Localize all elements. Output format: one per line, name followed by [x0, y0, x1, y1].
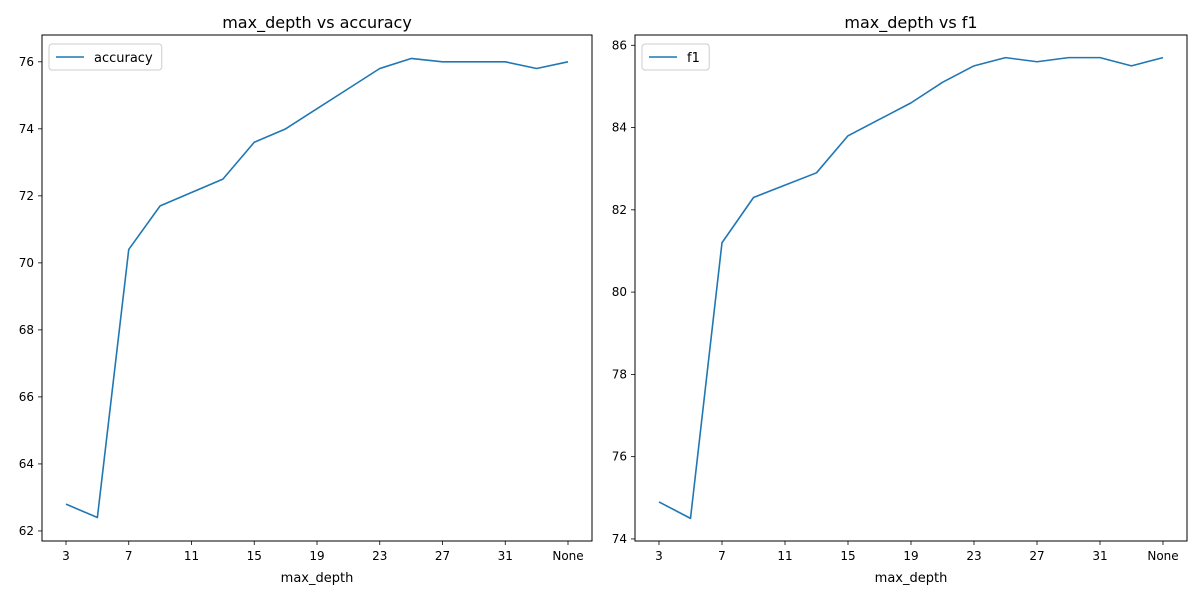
x-tick-label: 19 — [903, 549, 918, 563]
legend: f1 — [641, 43, 710, 71]
y-tick-label: 76 — [19, 55, 34, 69]
x-tick-label: 23 — [372, 549, 387, 563]
y-tick-label: 70 — [19, 256, 34, 270]
x-tick-label: 23 — [966, 549, 981, 563]
y-tick-label: 78 — [612, 367, 627, 381]
y-tick-label: 76 — [612, 450, 627, 464]
x-tick-label: 31 — [1092, 549, 1107, 563]
y-tick-label: 82 — [612, 203, 627, 217]
x-tick-label: 7 — [718, 549, 726, 563]
x-axis-label: max_depth — [875, 571, 948, 586]
chart-title: max_depth vs accuracy — [222, 13, 412, 33]
y-tick-label: 72 — [19, 189, 34, 203]
chart-title: max_depth vs f1 — [844, 13, 977, 33]
legend-label: accuracy — [94, 51, 153, 66]
x-tick-label: 15 — [247, 549, 262, 563]
legend: accuracy — [48, 43, 163, 71]
x-tick-label: 3 — [62, 549, 70, 563]
x-tick-label: 31 — [498, 549, 513, 563]
y-tick-label: 62 — [19, 524, 34, 538]
y-tick-label: 64 — [19, 457, 34, 471]
y-tick-label: 86 — [612, 38, 627, 52]
x-tick-label: None — [552, 549, 583, 563]
x-tick-label: 11 — [777, 549, 792, 563]
legend-box — [48, 43, 163, 71]
x-tick-label: 3 — [655, 549, 663, 563]
plot-frame — [41, 34, 593, 542]
y-tick-label: 74 — [612, 532, 627, 546]
legend-label: f1 — [687, 51, 700, 66]
x-tick-label: None — [1147, 549, 1178, 563]
x-axis-label: max_depth — [281, 571, 354, 586]
x-tick-label: 7 — [125, 549, 133, 563]
x-tick-label: 19 — [309, 549, 324, 563]
y-tick-label: 68 — [19, 323, 34, 337]
chart-panel-1: max_depth vs accuracy 3 7 11 15 19 23 27 31 None m… — [19, 13, 593, 586]
chart-panel-2: max_depth vs f1 3 7 11 15 19 23 27 31 None max_dep… — [612, 13, 1188, 586]
y-tick-label: 80 — [612, 285, 627, 299]
y-tick-label: 74 — [19, 122, 34, 136]
x-tick-label: 27 — [435, 549, 450, 563]
x-tick-label: 27 — [1029, 549, 1044, 563]
plot-frame — [634, 34, 1188, 542]
y-tick-label: 66 — [19, 390, 34, 404]
series-line-accuracy — [65, 57, 569, 519]
x-tick-label: 11 — [184, 549, 199, 563]
y-tick-label: 84 — [612, 121, 627, 135]
series-line-f1 — [658, 56, 1164, 520]
x-tick-label: 15 — [840, 549, 855, 563]
